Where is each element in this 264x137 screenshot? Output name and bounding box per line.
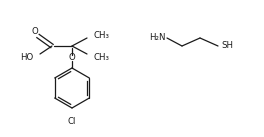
Text: SH: SH: [221, 42, 233, 51]
Text: O: O: [32, 28, 38, 36]
Text: HO: HO: [20, 54, 33, 62]
Text: CH₃: CH₃: [93, 31, 109, 39]
Text: Cl: Cl: [68, 117, 76, 126]
Text: CH₃: CH₃: [93, 52, 109, 62]
Text: O: O: [69, 54, 76, 62]
Text: H₂N: H₂N: [149, 34, 166, 42]
